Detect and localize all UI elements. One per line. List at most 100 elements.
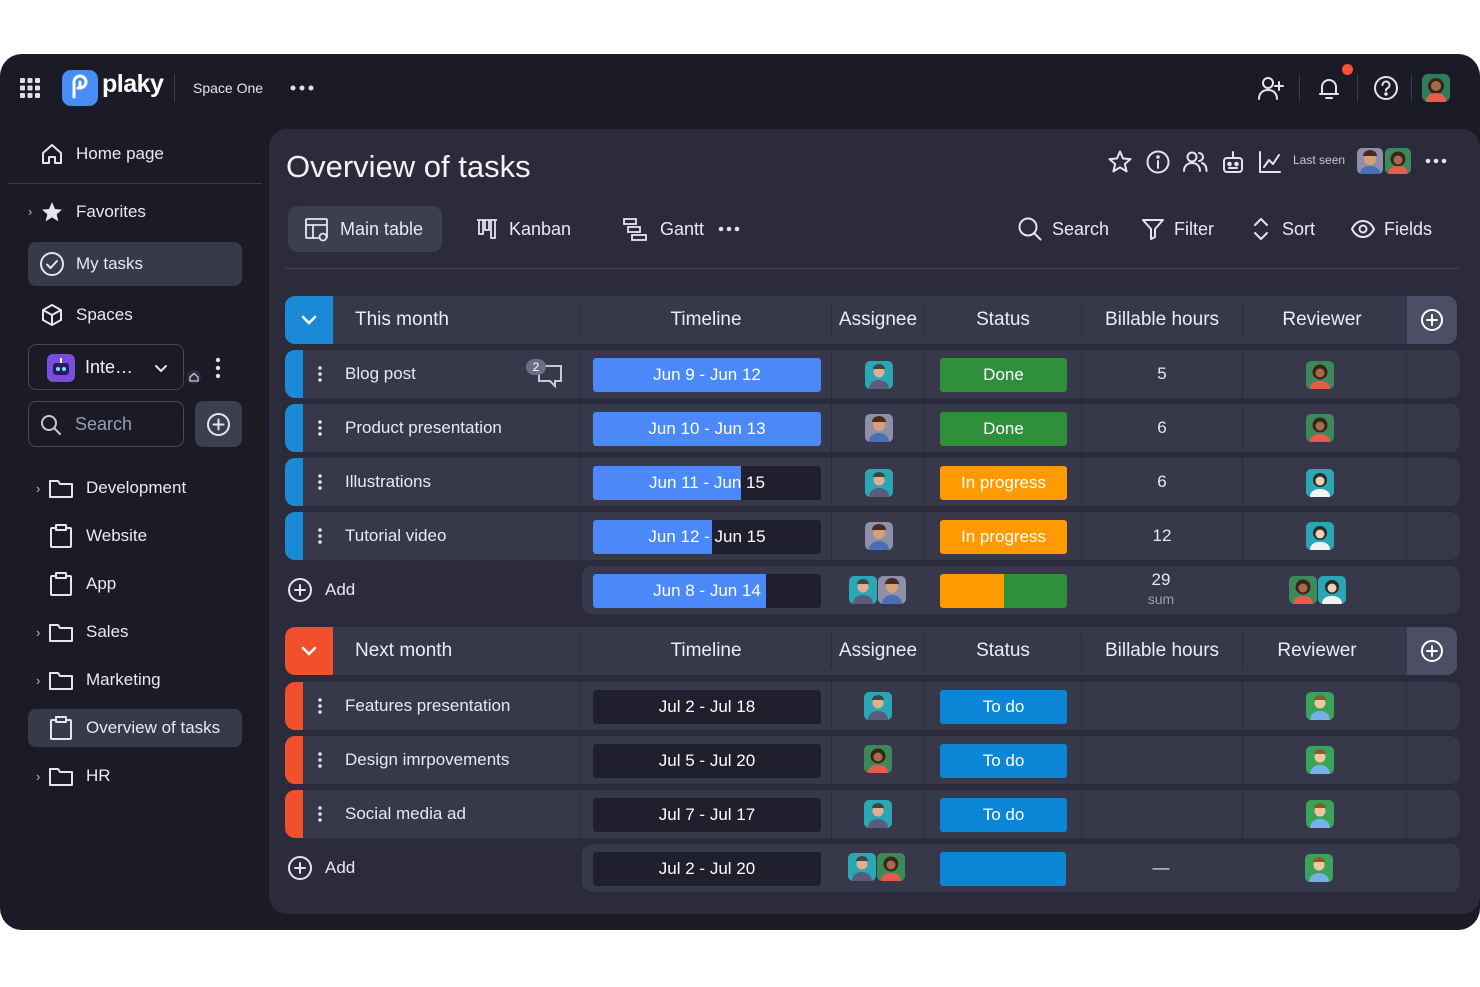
column-header-timeline[interactable]: Timeline [670, 640, 742, 661]
row-menu-icon[interactable] [315, 362, 325, 386]
group-name[interactable]: This month [355, 309, 449, 330]
filter-button[interactable]: Filter [1141, 206, 1214, 252]
column-header-timeline[interactable]: Timeline [670, 309, 742, 330]
status-badge[interactable]: To do [940, 798, 1067, 832]
row-menu-icon[interactable] [315, 748, 325, 772]
space-selector[interactable]: Inte… [28, 344, 184, 390]
assignee-avatar[interactable] [865, 522, 893, 550]
timeline-bar[interactable]: Jun 12 - Jun 15 [593, 520, 821, 554]
timeline-bar[interactable]: Jun 9 - Jun 12 [593, 358, 821, 392]
more-views-icon[interactable] [718, 225, 740, 233]
collapse-group-button[interactable] [285, 296, 333, 344]
billable-hours[interactable]: 6 [1157, 418, 1167, 437]
tab-gantt[interactable]: Gantt [622, 206, 740, 252]
table-row[interactable]: Social media ad Jul 7 - Jul 17 To do [285, 790, 1460, 838]
row-menu-icon[interactable] [315, 416, 325, 440]
column-header-assignee[interactable]: Assignee [838, 309, 918, 330]
chart-line-icon[interactable] [1257, 149, 1283, 175]
timeline-bar[interactable]: Jul 2 - Jul 18 [593, 690, 821, 724]
billable-hours[interactable]: 6 [1157, 472, 1167, 491]
sort-button[interactable]: Sort [1252, 206, 1315, 252]
timeline-bar[interactable]: Jul 7 - Jul 17 [593, 798, 821, 832]
assignee-avatar[interactable] [864, 745, 892, 773]
task-name[interactable]: Social media ad [345, 804, 466, 823]
table-row[interactable]: Features presentation Jul 2 - Jul 18 To … [285, 682, 1460, 730]
reviewer-avatar[interactable] [1306, 361, 1334, 389]
sidebar-item-home[interactable]: Home page [28, 132, 242, 176]
table-row[interactable]: Tutorial video Jun 12 - Jun 15 In progre… [285, 512, 1460, 560]
table-row[interactable]: Blog post 2 Jun 9 - Jun 12 Done 5 [285, 350, 1460, 398]
billable-hours[interactable] [1082, 736, 1242, 784]
comment-icon[interactable]: 2 [525, 358, 565, 388]
help-icon[interactable] [1372, 74, 1400, 102]
billable-hours[interactable]: 12 [1152, 526, 1172, 545]
assignee-avatar[interactable] [865, 469, 893, 497]
add-task-button[interactable]: Add [285, 844, 355, 892]
add-column-button[interactable] [1407, 296, 1457, 344]
sidebar-folder-development[interactable]: › Development [36, 468, 186, 508]
table-row[interactable]: Illustrations Jun 11 - Jun 15 In progres… [285, 458, 1460, 506]
fields-button[interactable]: Fields [1351, 206, 1432, 252]
reviewer-avatar[interactable] [1306, 414, 1334, 442]
reviewer-avatar[interactable] [1306, 692, 1334, 720]
status-badge[interactable]: In progress [940, 520, 1067, 554]
reviewer-avatar[interactable] [1306, 746, 1334, 774]
assignee-avatar[interactable] [864, 692, 892, 720]
avatar[interactable] [1357, 148, 1383, 174]
sidebar-folder-sales[interactable]: › Sales [36, 612, 129, 652]
add-task-button[interactable]: Add [285, 566, 355, 614]
task-name[interactable]: Design imrpovements [345, 750, 510, 769]
column-header-billable-hours[interactable]: Billable hours [1104, 309, 1220, 330]
tab-kanban[interactable]: Kanban [475, 206, 571, 252]
table-row[interactable]: Design imrpovements Jul 5 - Jul 20 To do [285, 736, 1460, 784]
bell-icon[interactable] [1315, 74, 1343, 102]
status-badge[interactable]: To do [940, 744, 1067, 778]
group-name[interactable]: Next month [355, 640, 453, 661]
task-name[interactable]: Product presentation [345, 418, 502, 437]
table-row[interactable]: Product presentation Jun 10 - Jun 13 Don… [285, 404, 1460, 452]
assignee-avatar[interactable] [865, 414, 893, 442]
reviewer-avatar[interactable] [1306, 522, 1334, 550]
team-icon[interactable] [1182, 149, 1208, 175]
workspace-name[interactable]: Space One [193, 80, 264, 96]
info-icon[interactable] [1145, 149, 1171, 175]
timeline-bar[interactable]: Jun 11 - Jun 15 [593, 466, 821, 500]
assignee-avatar[interactable] [865, 361, 893, 389]
status-badge[interactable]: In progress [940, 466, 1067, 500]
task-name[interactable]: Tutorial video [345, 526, 447, 545]
add-column-button[interactable] [1407, 627, 1457, 675]
row-menu-icon[interactable] [315, 470, 325, 494]
add-user-icon[interactable] [1257, 74, 1285, 102]
more-icon[interactable] [1425, 157, 1447, 165]
task-name[interactable]: Blog post [345, 364, 416, 383]
sidebar-search-input[interactable]: Search [28, 401, 184, 447]
collapse-group-button[interactable] [285, 627, 333, 675]
status-badge[interactable]: Done [940, 358, 1067, 392]
row-menu-icon[interactable] [315, 524, 325, 548]
more-vertical-icon[interactable] [214, 356, 222, 380]
timeline-bar[interactable]: Jul 5 - Jul 20 [593, 744, 821, 778]
user-avatar[interactable] [1422, 74, 1450, 102]
sidebar-folder-marketing[interactable]: › Marketing [36, 660, 161, 700]
billable-hours[interactable] [1082, 790, 1242, 838]
sidebar-item-my-tasks[interactable]: My tasks [28, 242, 242, 286]
column-header-assignee[interactable]: Assignee [838, 640, 918, 661]
automation-robot-icon[interactable] [1220, 149, 1246, 175]
task-name[interactable]: Illustrations [345, 472, 431, 491]
billable-hours[interactable] [1082, 682, 1242, 730]
timeline-bar[interactable]: Jun 10 - Jun 13 [593, 412, 821, 446]
chevron-right-icon[interactable]: › [28, 204, 33, 219]
column-header-reviewer[interactable]: Reviewer [1277, 640, 1357, 661]
column-header-reviewer[interactable]: Reviewer [1282, 309, 1362, 330]
sidebar-item-spaces[interactable]: Spaces [28, 293, 242, 337]
assignee-avatar[interactable] [864, 800, 892, 828]
sidebar-board-website[interactable]: Website [36, 516, 147, 556]
row-menu-icon[interactable] [315, 802, 325, 826]
search-button[interactable]: Search [1017, 206, 1109, 252]
star-icon[interactable] [1107, 149, 1133, 175]
task-name[interactable]: Features presentation [345, 696, 511, 715]
add-button[interactable] [195, 401, 242, 447]
sidebar-folder-hr[interactable]: › HR [36, 756, 111, 796]
more-icon[interactable] [290, 84, 314, 92]
tab-main-table[interactable]: Main table [288, 206, 442, 252]
